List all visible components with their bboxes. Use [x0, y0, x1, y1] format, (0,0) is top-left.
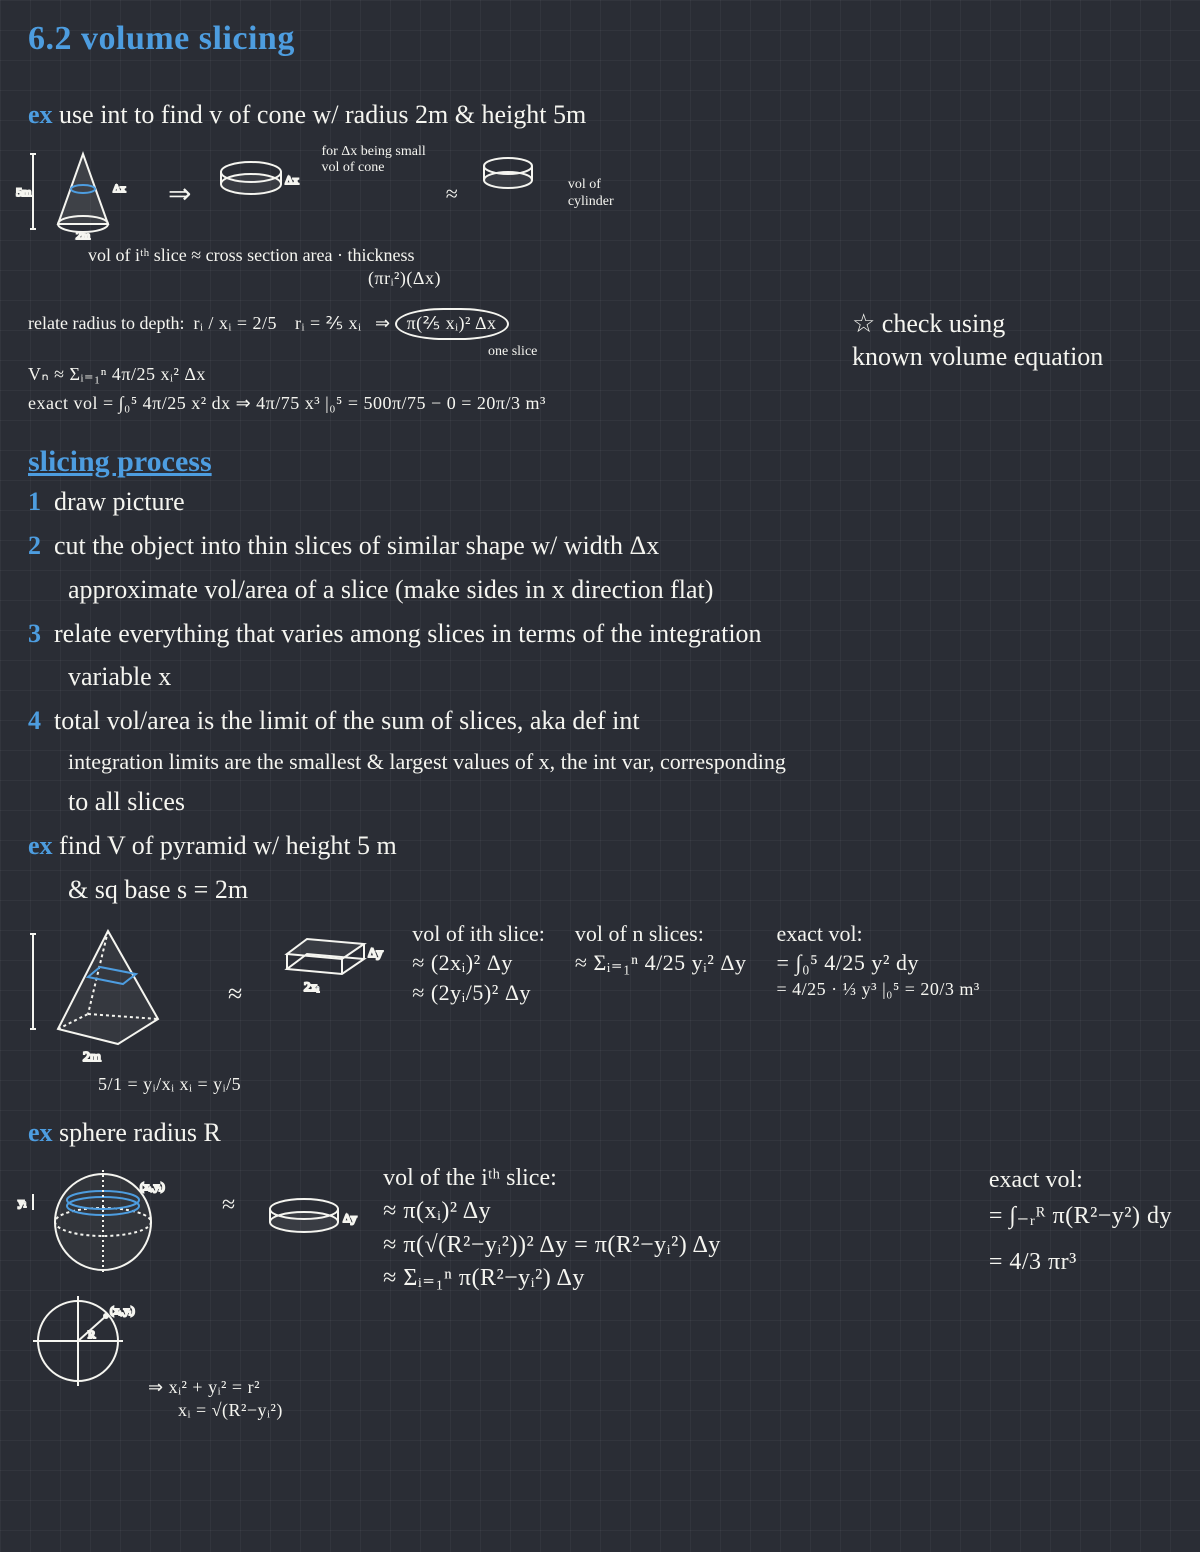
ex2-vol-i-2: ≈ (2yᵢ/5)² Δy	[412, 978, 545, 1008]
step-2a: 2cut the object into thin slices of simi…	[28, 527, 1172, 565]
ex3-exact-int: = ∫₋ᵣᴿ π(R²−y²) dy	[989, 1198, 1172, 1234]
ex2-vol-n: ≈ Σᵢ₌₁ⁿ 4/25 yᵢ² Δy	[575, 948, 747, 978]
ex1-prompt: use int to find v of cone w/ radius 2m &…	[59, 100, 586, 129]
ex3-label: ex	[28, 1118, 53, 1147]
ex1-one-slice: π(⅖ xᵢ)² Δx	[395, 308, 509, 339]
step-4a: 4total vol/area is the limit of the sum …	[28, 702, 1172, 740]
ex2-exact-head: exact vol:	[777, 919, 980, 949]
section-title: 6.2 volume slicing	[28, 20, 1172, 58]
ex1-check: ☆ check using known volume equation	[852, 308, 1172, 373]
ex1-ratio: rᵢ / xᵢ = 2/5	[193, 313, 277, 333]
step-1: 1draw picture	[28, 483, 1172, 521]
sphere-dy: Δy	[343, 1211, 357, 1225]
cone-diagram: 5m 2m Δx	[28, 144, 148, 244]
step-3a: 3relate everything that varies among sli…	[28, 615, 1172, 653]
process-heading: slicing process	[28, 445, 1172, 479]
ex3-exact-head: exact vol:	[989, 1162, 1172, 1198]
ex1-one-slice-label: one slice	[488, 344, 832, 361]
sphere-pt: (xᵢ,yᵢ)	[140, 1181, 165, 1193]
ex1-label: ex	[28, 100, 53, 129]
svg-text:(xᵢ,yᵢ): (xᵢ,yᵢ)	[110, 1305, 135, 1317]
note-small-cone: for Δx being small vol of cone	[321, 144, 425, 178]
note-cylinder: vol of cylinder	[568, 177, 614, 211]
ex2-approx: ≈	[228, 979, 242, 1009]
ex1-prompt-line: ex use int to find v of cone w/ radius 2…	[28, 96, 1172, 134]
ex1-row: 5m 2m Δx ⇒ Δx for Δx being small vol of …	[28, 144, 1172, 244]
ex2-prompt-b: & sq base s = 2m	[68, 871, 1172, 909]
pyramid-dy: Δy	[368, 945, 383, 960]
slice-disk-2	[478, 144, 548, 204]
ex1-ri: rᵢ = ⅖ xᵢ	[295, 313, 361, 333]
svg-text:Δx: Δx	[285, 173, 299, 187]
sphere-slice: Δy	[259, 1184, 359, 1254]
cone-h-label: 5m	[16, 185, 32, 199]
svg-text:yᵢ: yᵢ	[18, 1195, 26, 1209]
pyramid-slice: Δy 2xᵢ	[272, 919, 382, 1009]
approx1: ≈	[446, 181, 458, 207]
cone-dx-label: Δx	[113, 183, 126, 195]
ex3-vol-i-1: ≈ π(xᵢ)² Δy	[383, 1195, 965, 1229]
ex3-xi: xᵢ = √(R²−yᵢ²)	[178, 1399, 1172, 1422]
step-2b: approximate vol/area of a slice (make si…	[68, 571, 1172, 609]
ex2-exact-int: = ∫₀⁵ 4/25 y² dy	[777, 948, 980, 978]
svg-text:R: R	[88, 1329, 96, 1341]
ex2-vol-i-1: ≈ (2xᵢ)² Δy	[412, 948, 545, 978]
ex3-exact-result: = 4/3 πr³	[989, 1244, 1172, 1280]
ex1-relate-row: relate radius to depth: rᵢ / xᵢ = 2/5 rᵢ…	[28, 308, 832, 339]
pyramid-base-label: 2m	[83, 1050, 101, 1065]
ex3-vol-i-2: ≈ π(√(R²−yᵢ²))² Δy = π(R²−yᵢ²) Δy	[383, 1229, 965, 1263]
ex3-row: (xᵢ,yᵢ) yᵢ (xᵢ,yᵢ) R ≈ Δy	[28, 1162, 1172, 1406]
ex3-prompt-line: ex sphere radius R	[28, 1114, 1172, 1152]
ex1-slice-line: vol of iᵗʰ slice ≈ cross section area · …	[88, 244, 1172, 267]
ex3-vol-i-head: vol of the iᵗʰ slice:	[383, 1162, 965, 1196]
ex2-vol-n-head: vol of n slices:	[575, 919, 747, 949]
ex1-sum: Vₙ ≈ Σᵢ₌₁ⁿ 4π/25 xᵢ² Δx	[28, 363, 832, 386]
cone-r-label: 2m	[76, 230, 91, 242]
ex3-approx: ≈	[222, 1192, 235, 1219]
ex3-pythag: ⇒ xᵢ² + yᵢ² = r²	[148, 1376, 1172, 1399]
ex2-row: 2m ≈ Δy 2xᵢ vol of ith slice: ≈ (2xᵢ)² Δ…	[28, 919, 1172, 1069]
ex2-ratio: 5/1 = yᵢ/xᵢ xᵢ = yᵢ/5	[98, 1073, 1172, 1096]
sphere-diagram: (xᵢ,yᵢ) yᵢ	[28, 1162, 198, 1282]
ex1-exact: exact vol = ∫₀⁵ 4π/25 x² dx ⇒ 4π/75 x³ |…	[28, 392, 832, 415]
ex2-vol-i-head: vol of ith slice:	[412, 919, 545, 949]
ex2-prompt-a: ex find V of pyramid w/ height 5 m	[28, 827, 1172, 865]
arrow1: ⇒	[168, 177, 191, 211]
ex2-label: ex	[28, 831, 53, 860]
ex1-slice-expr: (πrᵢ²)(Δx)	[368, 267, 1172, 290]
step-4b: integration limits are the smallest & la…	[68, 746, 1172, 778]
ex3-vol-i-3: ≈ Σᵢ₌₁ⁿ π(R²−yᵢ²) Δy	[383, 1262, 965, 1296]
ex2-exact-eval: = 4/25 · ⅓ y³ |₀⁵ = 20/3 m³	[777, 978, 980, 1001]
step-4c: to all slices	[68, 783, 1172, 821]
step-3b: variable x	[68, 658, 1172, 696]
pyramid-diagram: 2m	[28, 919, 198, 1069]
pyramid-side: 2xᵢ	[304, 979, 320, 994]
slice-disk-1: Δx	[211, 144, 301, 214]
